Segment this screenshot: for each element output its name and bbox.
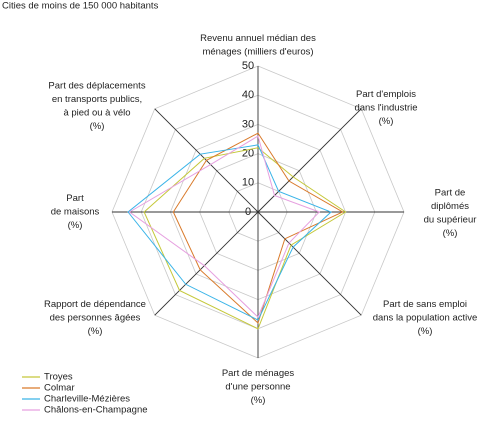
axis-label: ménages (milliers d'euros) bbox=[202, 46, 313, 57]
r-tick-label: 10 bbox=[242, 177, 254, 189]
axis-label: Rapport de dépendance bbox=[44, 299, 146, 310]
legend-label: Charleville-Mézières bbox=[44, 394, 130, 405]
series-line bbox=[143, 147, 347, 330]
r-tick-label: 0 bbox=[245, 206, 251, 218]
axis-label: en transports publics, bbox=[52, 94, 142, 105]
axis-spoke bbox=[257, 211, 362, 316]
axis-label: (%) bbox=[90, 121, 105, 132]
axis-label: dans l'industrie bbox=[354, 103, 417, 114]
axis-label: d'une personne bbox=[225, 382, 290, 393]
axis-label: Part bbox=[66, 193, 84, 204]
axis-label: à pied ou à vélo bbox=[63, 107, 130, 118]
r-tick-label: 40 bbox=[242, 89, 254, 101]
axis-label: (%) bbox=[251, 395, 266, 406]
axis-label: Part d'emplois bbox=[356, 89, 416, 100]
axis-label: Part de bbox=[435, 187, 466, 198]
axis-label: (%) bbox=[418, 326, 433, 337]
series-line bbox=[128, 135, 321, 318]
legend-label: Châlons-en-Champagne bbox=[44, 405, 148, 416]
axis-label: (%) bbox=[68, 220, 83, 231]
axis-spoke bbox=[154, 211, 259, 316]
axis-label: (%) bbox=[379, 116, 394, 127]
axis-label: de maisons bbox=[51, 207, 100, 218]
axis-label: Part de sans emploi bbox=[383, 299, 467, 310]
axis-label: du supérieur bbox=[424, 214, 477, 225]
axis-spoke bbox=[257, 108, 362, 213]
r-tick-label: 30 bbox=[242, 118, 254, 130]
r-tick-label: 50 bbox=[242, 60, 254, 72]
axis-label: dans la population active bbox=[373, 313, 478, 324]
axis-label: (%) bbox=[443, 228, 458, 239]
series-line bbox=[172, 132, 344, 324]
legend-label: Colmar bbox=[44, 383, 75, 394]
chart-title: Cities de moins de 150 000 habitants bbox=[2, 1, 159, 12]
axis-label: Revenu annuel médian des bbox=[200, 33, 316, 44]
axis-label: diplômés bbox=[431, 201, 469, 212]
axis-label: Part de ménages bbox=[222, 368, 295, 379]
axis-label: (%) bbox=[88, 326, 103, 337]
legend-label: Troyes bbox=[44, 372, 73, 383]
axis-label: des personnes âgées bbox=[50, 313, 141, 324]
series-line bbox=[127, 144, 332, 321]
axis-label: Part des déplacements bbox=[48, 80, 145, 91]
